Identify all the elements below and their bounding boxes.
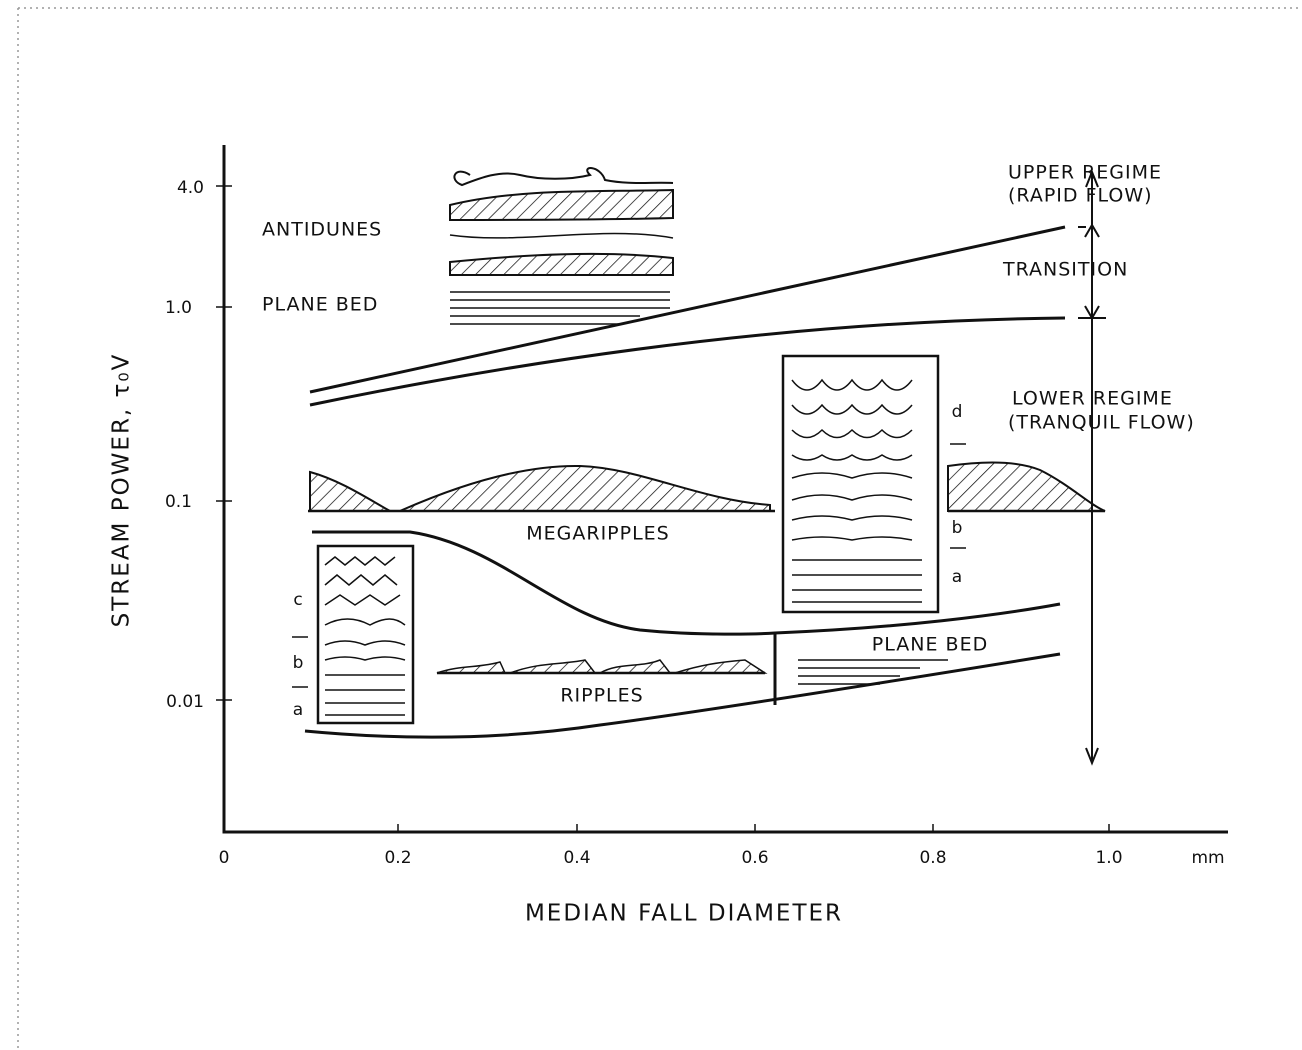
region-label: MEGARIPPLES — [526, 523, 670, 545]
region-label: RIPPLES — [560, 685, 643, 707]
x-tick-label: 0.6 — [741, 848, 768, 868]
region-label: ANTIDUNES — [262, 219, 382, 241]
inset-label: a — [293, 700, 303, 720]
page-body: 4.0 1.0 0.1 0.01 0 0.2 0.4 0.6 0.8 1.0 m… — [0, 0, 1302, 1050]
region-label: PLANE BED — [872, 634, 988, 656]
inset-label: d — [952, 402, 963, 422]
plane-bed-lamination — [798, 660, 948, 684]
x-unit: mm — [1191, 848, 1224, 868]
y-tick-label: 1.0 — [165, 298, 192, 318]
y-tick-label: 0.1 — [165, 492, 192, 512]
x-tick-label: 0.2 — [384, 848, 411, 868]
inset-left — [318, 546, 413, 723]
y-tick-label: 0.01 — [166, 692, 204, 712]
axes — [224, 145, 1228, 832]
regime-label: UPPER REGIME — [1008, 162, 1162, 184]
boundary-transition — [310, 318, 1065, 405]
inset-label: a — [952, 567, 962, 587]
inset-label: b — [952, 518, 963, 538]
x-tick-label: 0.8 — [919, 848, 946, 868]
megaripple-bedform — [310, 463, 1105, 511]
regime-label: LOWER REGIME — [1012, 388, 1173, 410]
inset-label: b — [293, 653, 304, 673]
regime-label: (TRANQUIL FLOW) — [1008, 412, 1195, 434]
boundary-upper — [310, 227, 1065, 392]
antidune-sketch — [450, 168, 673, 324]
y-axis-label: STREAM POWER, τ₀V — [109, 353, 135, 628]
inset-label: c — [293, 590, 302, 610]
regime-label: TRANSITION — [1002, 259, 1128, 281]
y-tick-label: 4.0 — [177, 178, 204, 198]
regime-label: (RAPID FLOW) — [1008, 185, 1153, 207]
diagram: 4.0 1.0 0.1 0.01 0 0.2 0.4 0.6 0.8 1.0 m… — [0, 0, 1302, 1050]
x-tick-label: 0.4 — [563, 848, 590, 868]
region-label: PLANE BED — [262, 294, 378, 316]
boundary-megaripples — [312, 532, 1060, 634]
page: Bedform stability diagram {"axes": {"y_l… — [0, 0, 1302, 1050]
x-axis-label: MEDIAN FALL DIAMETER — [525, 901, 843, 927]
boundary-ripples — [305, 654, 1060, 737]
x-tick-label: 0 — [219, 848, 230, 868]
ripple-bedform — [437, 660, 765, 673]
inset-right — [783, 356, 938, 612]
x-tick-label: 1.0 — [1095, 848, 1122, 868]
